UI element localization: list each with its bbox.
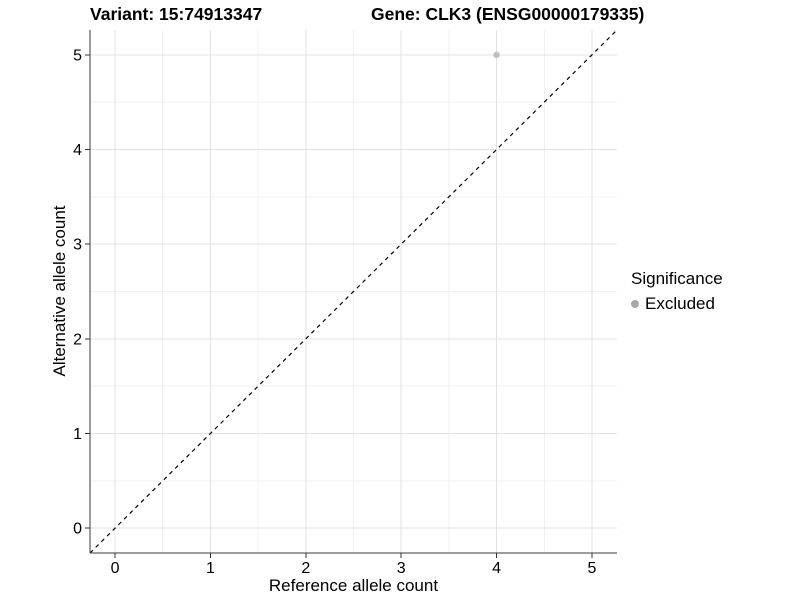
y-tick-label: 4	[73, 142, 82, 159]
x-tick-label: 3	[397, 560, 406, 577]
x-tick-label: 1	[206, 560, 215, 577]
plot-title-gene: Gene: CLK3 (ENSG00000179335)	[371, 4, 645, 24]
legend: Significance Excluded	[631, 269, 723, 314]
data-point-excluded	[493, 51, 500, 59]
y-tick-label: 1	[73, 426, 82, 443]
identity-line	[89, 29, 618, 554]
legend-key-dot-icon	[631, 300, 639, 308]
y-axis-title: Alternative allele count	[50, 205, 69, 377]
legend-title: Significance	[631, 269, 723, 288]
x-tick-label: 4	[492, 560, 501, 577]
plot-title-variant: Variant: 15:74913347	[90, 4, 263, 24]
y-tick-label: 2	[73, 331, 82, 348]
y-tick-label: 3	[73, 237, 82, 254]
y-tick-label: 5	[73, 47, 82, 64]
x-tick-label: 0	[111, 560, 120, 577]
legend-entry-label: Excluded	[645, 294, 715, 313]
legend-entry-excluded: Excluded	[631, 294, 723, 314]
x-tick-label: 5	[588, 560, 597, 577]
y-tick-label: 0	[73, 521, 82, 538]
x-axis-title: Reference allele count	[268, 576, 439, 595]
x-tick-label: 2	[301, 560, 310, 577]
